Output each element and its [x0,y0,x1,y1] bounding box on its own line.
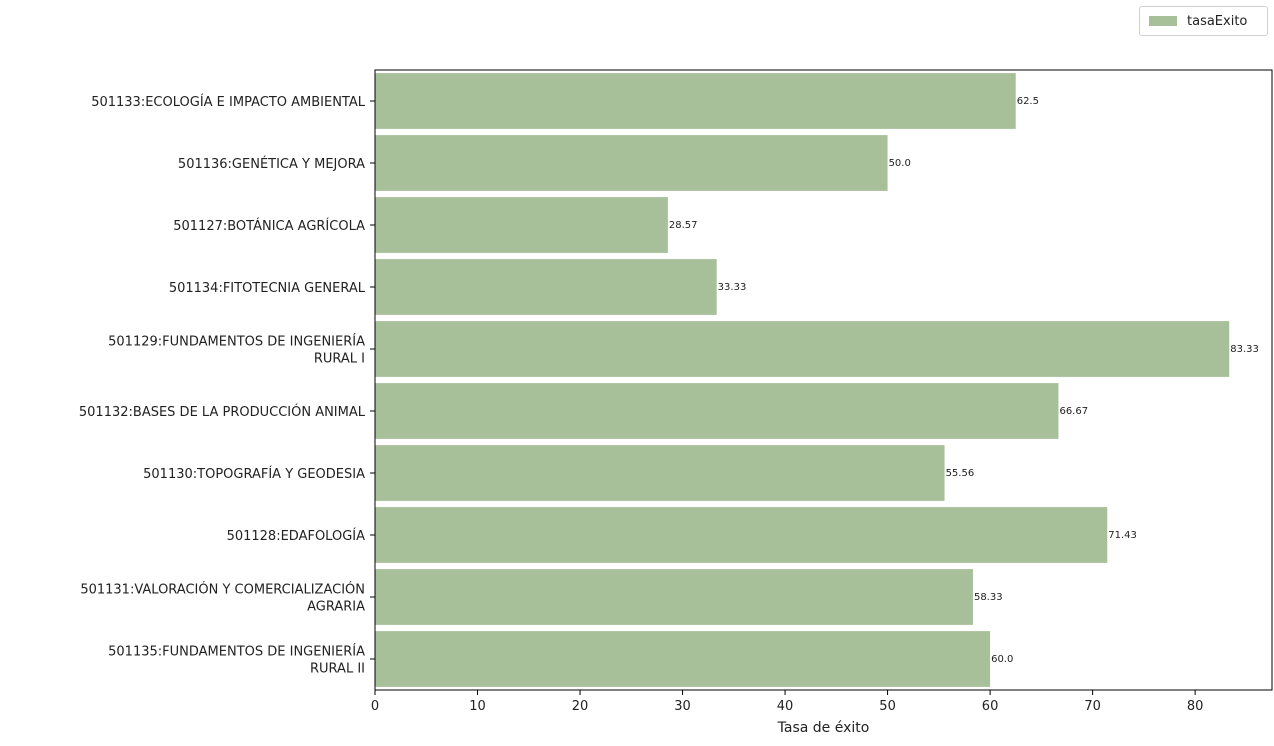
x-tick-label: 0 [371,699,379,714]
bar [375,507,1108,563]
bar [375,259,717,315]
bar [375,631,991,687]
data-label: 83.33 [1230,344,1259,355]
legend-label: tasaExito [1187,13,1248,29]
category-label: 501136:GENÉTICA Y MEJORA [178,156,365,172]
bar [375,321,1230,377]
x-axis-label: Tasa de éxito [777,720,870,736]
plot-frame [374,69,1273,691]
data-label: 66.67 [1059,406,1088,417]
bar [375,383,1059,439]
x-ticks-layer: 0 10 20 30 40 50 60 70 80 [370,100,1204,714]
category-label: 501135:FUNDAMENTOS DE INGENIERÍA RURAL II [108,644,365,677]
x-tick-label: 20 [572,699,589,714]
data-label: 58.33 [974,592,1003,603]
bar [375,445,945,501]
x-tick-label: 70 [1084,699,1101,714]
data-label: 28.57 [669,220,698,231]
data-label: 33.33 [718,282,747,293]
bar [375,197,668,253]
x-tick-label: 30 [674,699,691,714]
category-label: 501130:TOPOGRAFÍA Y GEODESIA [143,466,365,482]
category-label: 501127:BOTÁNICA AGRÍCOLA [173,218,365,234]
category-labels-layer: 501133:ECOLOGÍA E IMPACTO AMBIENTAL 50113… [79,94,366,677]
bar [375,73,1016,129]
x-tick-label: 50 [879,699,896,714]
x-tick-label: 40 [777,699,794,714]
category-label: 501129:FUNDAMENTOS DE INGENIERÍA RURAL I [108,334,365,367]
category-label: 501134:FITOTECNIA GENERAL [169,281,366,296]
category-label: 501133:ECOLOGÍA E IMPACTO AMBIENTAL [91,94,366,110]
legend-swatch [1149,16,1177,26]
data-label: 71.43 [1108,530,1137,541]
x-tick-label: 10 [469,699,486,714]
bar [375,135,888,191]
data-label: 62.5 [1017,96,1039,107]
legend: tasaExito [1139,6,1268,36]
bars-layer: 62.5 50.0 28.57 33.33 83.33 66.67 55.56 71.43 58… [375,73,1259,687]
data-label: 60.0 [991,654,1013,665]
category-label: 501132:BASES DE LA PRODUCCIÓN ANIMAL [79,404,366,420]
bar [375,569,973,625]
category-label: 501128:EDAFOLOGÍA [227,528,366,544]
data-label: 50.0 [889,158,911,169]
category-label: 501131:VALORACIÓN Y COMERCIALIZACIÓN AGRA… [80,582,365,615]
x-tick-label: 80 [1187,699,1204,714]
x-tick-label: 60 [982,699,999,714]
data-label: 55.56 [946,468,975,479]
